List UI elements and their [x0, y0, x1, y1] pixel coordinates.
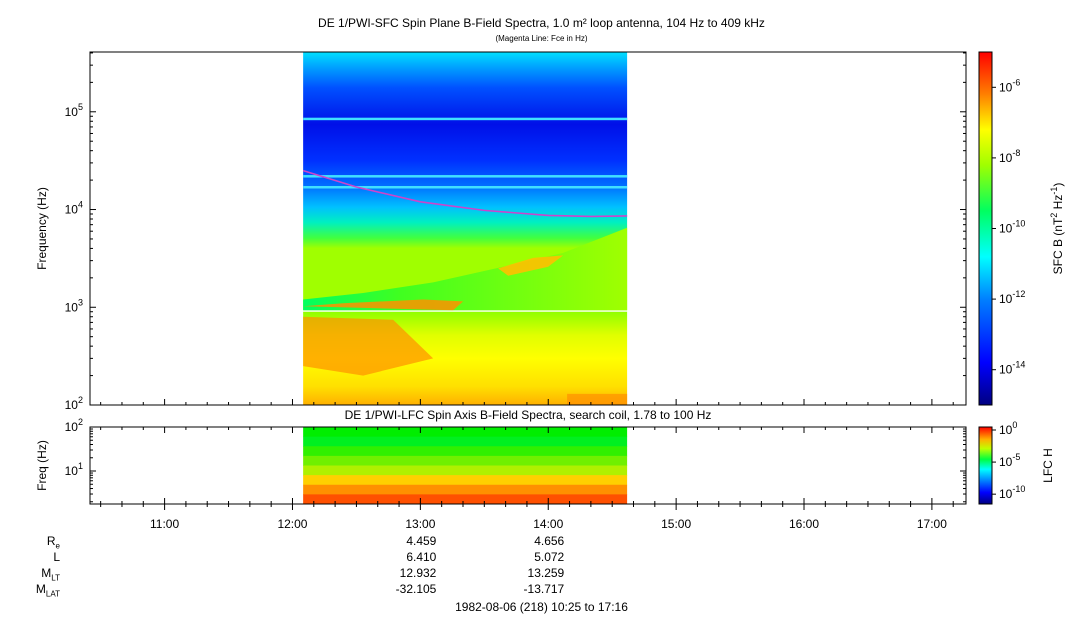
y-tick-label: 102	[65, 395, 83, 412]
ephemeris-value: 13.259	[527, 566, 565, 580]
colorbars: 10-6 10-8 10-10 10-12 10-14 SFC B (nT2 Hz-1) 1…	[978, 51, 1065, 505]
ephemeris-value: 12.932	[399, 566, 437, 580]
x-tick-label: 12:00	[277, 517, 307, 531]
x-tick-label: 16:00	[789, 517, 819, 531]
colorbar-tick-label: 10-5	[999, 452, 1020, 469]
lower-colorbar-label: LFC H	[1041, 448, 1055, 483]
y-tick-label: 104	[65, 200, 83, 217]
colorbar-tick-label: 10-8	[999, 148, 1020, 165]
lfc-band	[303, 484, 628, 495]
lfc-band	[303, 446, 628, 457]
colorbar-tick-label: 10-10	[999, 484, 1025, 501]
time-axis: 11:00 12:00 13:00 14:00 15:00 16:00 17:00	[100, 399, 954, 531]
ephemeris-label: Re	[46, 534, 60, 551]
y-tick-label: 101	[65, 461, 83, 478]
upper-spectrogram-panel: 102 103 104 105 Frequency (Hz)	[35, 51, 967, 412]
lfc-band	[303, 455, 628, 466]
x-tick-label: 14:00	[533, 517, 563, 531]
colorbar-tick-label: 100	[999, 420, 1017, 437]
y-tick-label: 105	[65, 102, 83, 119]
ephemeris-value: 4.656	[534, 534, 565, 548]
interference-line	[303, 186, 628, 189]
ephemeris-label: MLAT	[35, 582, 60, 599]
low-band-edge-patch	[567, 393, 628, 405]
ephemeris-value: 4.459	[406, 534, 437, 548]
upper-plot-frame	[89, 51, 967, 406]
fce-line	[302, 169, 628, 218]
lfc-band	[303, 436, 628, 447]
x-tick-label: 11:00	[150, 517, 179, 531]
x-tick-label: 13:00	[405, 517, 435, 531]
ephemeris-value: -13.717	[523, 582, 565, 596]
time-range-footer: 1982-08-06 (218) 10:25 to 17:16	[455, 600, 628, 614]
y-tick-label: 102	[65, 417, 83, 434]
spectrogram-figure: 102 103 104 105 Frequency (Hz) DE 1/PWI-LFC …	[35, 51, 1065, 531]
colorbar-tick-label: 10-10	[999, 219, 1025, 236]
ephemeris-label: MLT	[41, 566, 60, 583]
lfc-band	[303, 475, 628, 486]
upper-y-axis-label: Frequency (Hz)	[35, 187, 49, 270]
ephemeris-value: -32.105	[395, 582, 437, 596]
ephemeris-value: 5.072	[534, 550, 565, 564]
lower-spectrogram-panel: DE 1/PWI-LFC Spin Axis B-Field Spectra, …	[35, 408, 967, 505]
lower-plot-frame	[89, 426, 967, 505]
low-freq-intense-patch	[303, 299, 464, 311]
chart-title: DE 1/PWI-SFC Spin Plane B-Field Spectra,…	[318, 16, 765, 30]
lfc-band	[303, 427, 628, 438]
plasma-emission-band	[303, 227, 628, 311]
colorbar-tick-label: 10-12	[999, 289, 1025, 306]
lfc-band	[303, 494, 628, 505]
emission-patch	[498, 255, 564, 276]
interference-line	[303, 117, 628, 121]
x-tick-label: 15:00	[661, 517, 691, 531]
interference-line	[303, 175, 628, 178]
lower-colorbar	[978, 426, 993, 505]
low-band-intense-patch	[303, 316, 434, 376]
colorbar-tick-label: 10-6	[999, 77, 1020, 94]
ephemeris-label: L	[53, 550, 60, 564]
upper-colorbar	[978, 51, 993, 406]
lower-y-axis-label: Freq (Hz)	[35, 440, 49, 491]
lfc-band	[303, 465, 628, 476]
colorbar-tick-label: 10-14	[999, 360, 1025, 377]
y-tick-label: 103	[65, 297, 83, 314]
ephemeris-value: 6.410	[406, 550, 437, 564]
x-tick-label: 17:00	[917, 517, 947, 531]
upper-colorbar-label: SFC B (nT2 Hz-1)	[1049, 183, 1065, 275]
chart-subtitle: (Magenta Line: Fce in Hz)	[495, 34, 588, 43]
lower-panel-title: DE 1/PWI-LFC Spin Axis B-Field Spectra, …	[345, 408, 712, 422]
